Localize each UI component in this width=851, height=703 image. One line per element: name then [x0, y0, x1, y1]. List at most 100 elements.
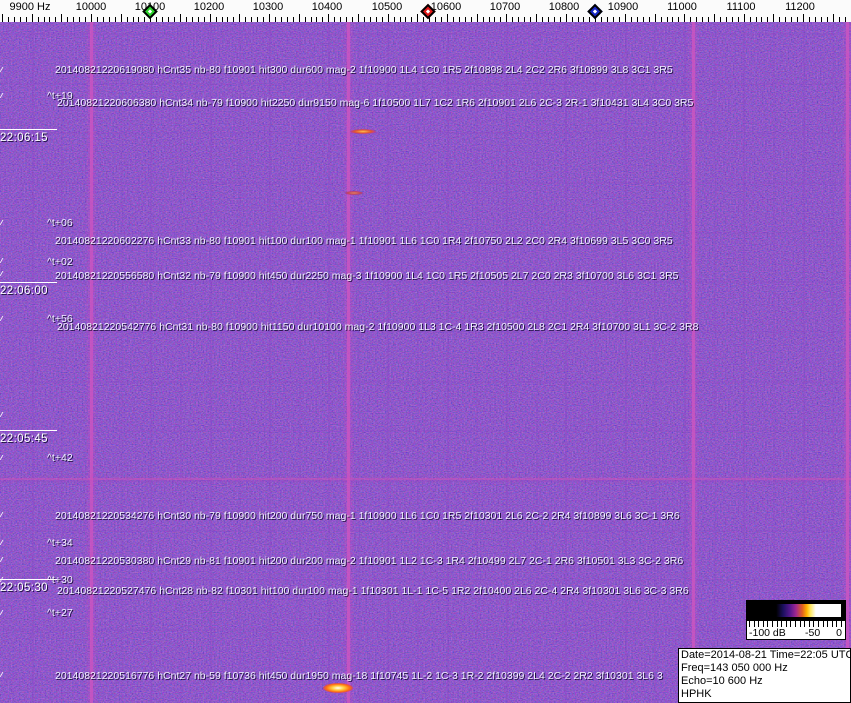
ruler-tick — [630, 17, 632, 22]
ruler-tick — [785, 17, 787, 22]
ruler-tick — [500, 17, 502, 22]
ruler-tick — [755, 17, 757, 22]
grid-vline — [683, 22, 686, 703]
detection-data-line: 20140821220530380 hCnt29 nb-81 f10901 hi… — [55, 555, 684, 567]
grid-vline — [298, 22, 301, 703]
meteor-echo-blip — [350, 129, 376, 134]
ruler-tick — [654, 14, 656, 22]
ruler-tick — [642, 17, 644, 22]
ruler-tick — [802, 14, 804, 22]
ruler-tick — [494, 17, 496, 22]
frequency-tick-label: 11100 — [726, 1, 756, 13]
ruler-tick — [280, 17, 282, 22]
ruler-tick — [2, 14, 3, 22]
ruler-tick — [512, 17, 514, 22]
ruler-tick — [559, 17, 561, 22]
frequency-tick-label: 9900 Hz — [9, 1, 51, 13]
grid-hline — [0, 132, 851, 135]
ruler-tick — [209, 14, 211, 22]
ruler-tick — [268, 14, 270, 22]
grid-vline — [743, 22, 746, 703]
ruler-tick — [197, 17, 199, 22]
grid-vline — [713, 22, 716, 703]
frequency-tick-label: 10800 — [548, 1, 580, 13]
ruler-tick — [233, 17, 235, 22]
event-time-offset-label: ^t+42 — [47, 452, 73, 464]
ruler-tick — [708, 17, 710, 22]
ruler-tick — [239, 14, 241, 22]
ruler-tick — [713, 14, 715, 22]
ruler-tick — [446, 14, 448, 22]
ruler-tick — [743, 14, 745, 22]
frequency-tick-label: 10400 — [311, 1, 343, 13]
ruler-tick — [482, 17, 484, 22]
legend-tick — [767, 621, 769, 627]
legend-tick — [808, 621, 810, 627]
ruler-tick — [55, 17, 57, 22]
ruler-tick — [245, 17, 247, 22]
ruler-tick — [298, 14, 300, 22]
ruler-tick — [144, 17, 146, 22]
grid-vline — [328, 22, 331, 703]
ruler-tick — [405, 17, 407, 22]
grid-hline — [0, 628, 851, 631]
ruler-tick — [488, 17, 490, 22]
ruler-tick — [589, 17, 591, 22]
ruler-tick — [363, 17, 365, 22]
grid-vline — [772, 22, 775, 703]
ruler-tick — [25, 17, 27, 22]
detection-data-line: 20140821220534276 hCnt30 nb-79 f10900 hi… — [55, 510, 680, 522]
ruler-tick — [749, 17, 751, 22]
grid-vline — [506, 22, 509, 703]
ruler-tick — [19, 17, 21, 22]
grid-vline — [179, 22, 182, 703]
ruler-tick — [636, 17, 638, 22]
ruler-tick — [274, 17, 276, 22]
ruler-tick — [138, 17, 140, 22]
legend-label-max: 0 — [836, 627, 842, 639]
info-frequency: Freq=143 050 000 Hz — [681, 662, 788, 674]
utc-time-label: 22:06:00 — [0, 282, 57, 298]
time-tick-line — [0, 430, 57, 431]
grid-vline — [31, 22, 34, 703]
ruler-tick — [613, 17, 615, 22]
ruler-tick — [304, 17, 306, 22]
ruler-tick — [215, 17, 217, 22]
legend-label-min: -100 dB — [749, 627, 786, 639]
legend-tick — [841, 621, 842, 627]
detection-data-line: 20140821220542776 hCnt31 nb-80 f10900 hi… — [57, 321, 699, 333]
ruler-tick — [470, 17, 472, 22]
ruler-tick — [120, 14, 122, 22]
info-date-time: Date=2014-08-21 Time=22:05 UTC — [681, 649, 851, 661]
ruler-tick — [761, 17, 763, 22]
ruler-tick — [191, 17, 193, 22]
grid-vline — [417, 22, 420, 703]
noise-texture — [0, 22, 851, 703]
ruler-tick — [464, 17, 466, 22]
ruler-tick — [132, 17, 134, 22]
utc-time-label: 22:05:30 — [0, 579, 57, 595]
ruler-tick — [820, 17, 822, 22]
grid-vline — [654, 22, 657, 703]
legend-tick — [831, 621, 833, 627]
ruler-tick — [375, 17, 377, 22]
ruler-tick — [221, 17, 223, 22]
ruler-tick — [85, 17, 87, 22]
ruler-tick — [185, 17, 187, 22]
ruler-tick — [322, 17, 324, 22]
ruler-tick — [607, 17, 609, 22]
utc-time-text: 22:05:30 — [0, 582, 48, 594]
frequency-tick-label: 11200 — [785, 1, 815, 13]
ruler-tick — [737, 17, 739, 22]
event-time-offset-label: ^t+19 — [47, 90, 73, 102]
carrier-line — [90, 22, 93, 703]
legend-tick — [758, 621, 760, 627]
legend-tick — [790, 621, 792, 627]
detection-data-line: 20140821220516776 hCnt27 nb-59 f10736 hi… — [55, 670, 663, 682]
ruler-tick — [441, 17, 443, 22]
ruler-tick — [541, 17, 543, 22]
legend-tick — [822, 621, 824, 627]
utc-time-text: 22:06:00 — [0, 285, 48, 297]
ruler-tick — [696, 17, 698, 22]
